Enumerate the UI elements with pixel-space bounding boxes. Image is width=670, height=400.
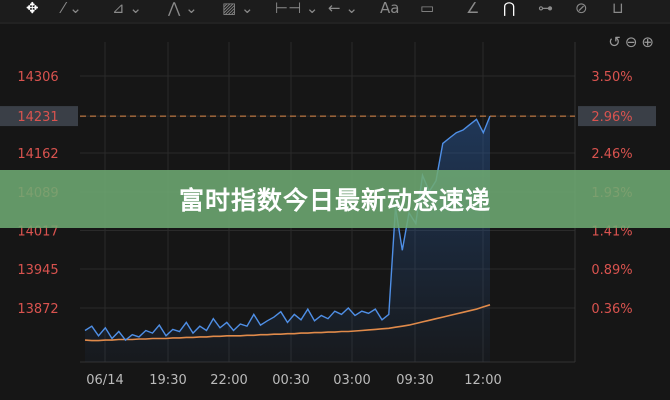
- average-line: [84, 304, 491, 342]
- zoom-out-icon[interactable]: ⊖: [624, 33, 642, 51]
- range-icon[interactable]: ⊢⊣ ⌄: [275, 0, 319, 17]
- y-tick-label-left: 13945: [17, 263, 58, 278]
- chart-controls: ↺⊖⊕: [608, 33, 658, 51]
- undo-icon[interactable]: ↺: [608, 33, 625, 51]
- y-tick-label-right: 2.96%: [591, 110, 632, 125]
- x-tick-label: 09:30: [396, 373, 433, 388]
- x-tick-label: 06/14: [86, 373, 123, 388]
- y-tick-label-right: 2.46%: [591, 147, 632, 162]
- note-icon[interactable]: ▭: [420, 0, 435, 17]
- current-price-box: [0, 106, 78, 127]
- magnet-icon[interactable]: ⋂: [503, 0, 516, 17]
- measure-icon[interactable]: ▨ ⌄: [222, 0, 254, 17]
- x-tick-label: 19:30: [149, 373, 186, 388]
- current-change-box: [578, 106, 656, 127]
- connect-icon[interactable]: ⊶: [538, 0, 553, 17]
- ray-icon[interactable]: ⊿ ⌄: [112, 0, 142, 17]
- move-icon[interactable]: ✥: [26, 0, 39, 17]
- line-icon[interactable]: ⁄ ⌄: [62, 0, 82, 17]
- x-tick-label: 03:00: [333, 373, 370, 388]
- x-tick-label: 22:00: [210, 373, 247, 388]
- headline-text: 富时指数今日最新动态速递: [178, 186, 491, 215]
- hide-icon[interactable]: ⊘: [575, 0, 588, 17]
- y-tick-label-left: 14306: [17, 70, 58, 85]
- y-tick-label-right: 3.50%: [591, 70, 632, 85]
- y-tick-label-right: 1.41%: [591, 224, 632, 239]
- headline-banner: 富时指数今日最新动态速递: [0, 170, 670, 228]
- y-tick-label-right: 0.36%: [591, 302, 632, 317]
- price-area: [85, 116, 490, 362]
- y-tick-label-left: 13872: [17, 302, 58, 317]
- x-tick-label: 12:00: [464, 373, 501, 388]
- y-tick-label-left: 14162: [17, 147, 58, 162]
- zoom-in-icon[interactable]: ⊕: [641, 33, 658, 51]
- drawing-toolbar: ✥ ⁄ ⌄ ⊿ ⌄ ⋀ ⌄ ▨ ⌄ ⊢⊣ ⌄ ← ⌄ Aa ▭ ∠ ⋂ ⊶ ⊘ …: [0, 0, 670, 24]
- delete-icon[interactable]: ⊔: [612, 0, 624, 17]
- x-tick-label: 00:30: [272, 373, 309, 388]
- y-tick-label-left: 14231: [17, 110, 58, 125]
- angle-icon[interactable]: ∠: [466, 0, 480, 17]
- y-tick-label-right: 0.89%: [591, 263, 632, 278]
- text-icon[interactable]: Aa: [380, 0, 400, 17]
- arrow-icon[interactable]: ← ⌄: [328, 0, 358, 17]
- y-tick-label-left: 14017: [17, 224, 58, 239]
- pattern-icon[interactable]: ⋀ ⌄: [168, 0, 198, 17]
